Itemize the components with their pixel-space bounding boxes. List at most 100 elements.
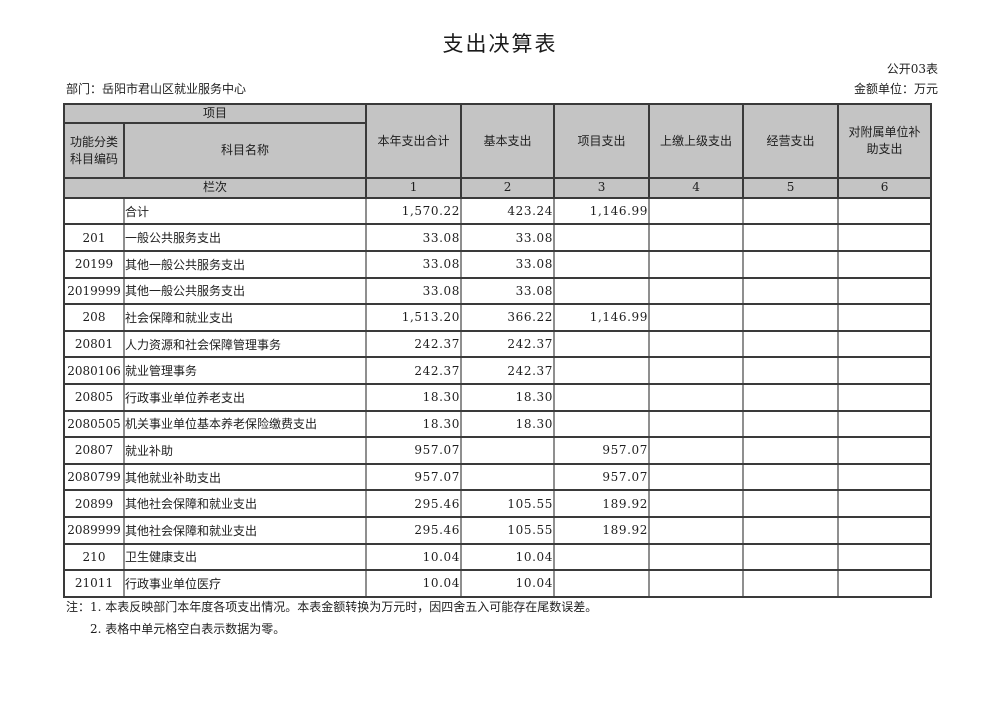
subject-code-cell: 208: [63, 303, 125, 332]
col-number-1: 1: [365, 177, 463, 199]
amount-cell: [553, 223, 651, 252]
project-group-header: 项目: [62, 102, 368, 125]
amount-cell: 18.30: [365, 382, 463, 412]
amount-cell: [742, 356, 840, 385]
amount-cell: 33.08: [365, 223, 463, 252]
table-row: 合计 1,570.22 423.24 1,146.99: [63, 196, 933, 226]
amount-cell: [742, 223, 840, 252]
amount-cell: [837, 382, 933, 412]
amount-cell: [553, 382, 651, 412]
amount-cell: [742, 249, 840, 279]
subject-code-cell: 21011: [63, 569, 125, 598]
subject-code-cell: 201: [63, 223, 125, 252]
col-number-2: 2: [460, 177, 556, 199]
amount-cell: [837, 569, 933, 598]
footnotes: 注：1. 本表反映部门本年度各项支出情况。本表金额转换为万元时，因四舍五入可能存…: [66, 596, 597, 640]
subject-code-cell: [63, 196, 125, 226]
amount-cell: 33.08: [365, 249, 463, 279]
amount-cell: [837, 489, 933, 518]
amount-cell: 957.07: [365, 436, 463, 465]
table-body: 合计 1,570.22 423.24 1,146.99 201 一般公共服务支出 33.08…: [63, 196, 933, 598]
amount-cell: [837, 249, 933, 279]
amount-cell: 957.07: [365, 462, 463, 492]
footnote-2: 2. 表格中单元格空白表示数据为零。: [90, 622, 286, 636]
amount-cell: [837, 436, 933, 465]
amount-cell: [648, 196, 745, 226]
table-row: 210 卫生健康支出 10.04 10.04: [63, 542, 933, 572]
table-code-label: 公开03表: [886, 62, 938, 76]
subject-code-cell: 210: [63, 542, 125, 572]
amount-cell: 105.55: [460, 489, 556, 518]
subject-code-cell: 2080505: [63, 409, 125, 439]
amount-cell: 1,146.99: [553, 303, 651, 332]
amount-cell: [648, 569, 745, 598]
subject-name-cell: 行政事业单位养老支出: [122, 382, 368, 412]
table-row: 2019999 其他一般公共服务支出 33.08 33.08: [63, 276, 933, 306]
amount-cell: [648, 409, 745, 439]
amount-cell: [742, 276, 840, 306]
table-row: 208 社会保障和就业支出 1,513.20 366.22 1,146.99: [63, 303, 933, 332]
expenditure-table: 项目 本年支出合计 基本支出 项目支出 上缴上级支出 经营支出 对附属单位补助支…: [62, 102, 933, 598]
amount-cell: 295.46: [365, 489, 463, 518]
name-column-header: 科目名称: [122, 122, 368, 180]
amount-cell: [553, 409, 651, 439]
amount-cell: 10.04: [365, 569, 463, 598]
subject-code-cell: 20801: [63, 329, 125, 359]
amount-cell: 295.46: [365, 515, 463, 545]
table-row: 2080505 机关事业单位基本养老保险缴费支出 18.30 18.30: [63, 409, 933, 439]
subject-name-cell: 合计: [122, 196, 368, 226]
amount-cell: [648, 303, 745, 332]
subject-name-cell: 就业补助: [122, 436, 368, 465]
amount-cell: [648, 489, 745, 518]
amount-cell: [837, 329, 933, 359]
amount-cell: [742, 515, 840, 545]
amount-cell: 242.37: [365, 329, 463, 359]
amount-cell: [837, 223, 933, 252]
amount-cell: 1,146.99: [553, 196, 651, 226]
subject-code-cell: 20805: [63, 382, 125, 412]
col-number-3: 3: [553, 177, 651, 199]
amount-cell: 18.30: [460, 409, 556, 439]
amount-cell: [648, 329, 745, 359]
col-header-upper: 上缴上级支出: [648, 102, 745, 180]
amount-cell: 10.04: [365, 542, 463, 572]
subject-code-cell: 20199: [63, 249, 125, 279]
amount-cell: [648, 223, 745, 252]
amount-cell: [648, 436, 745, 465]
amount-cell: 366.22: [460, 303, 556, 332]
code-column-header: 功能分类科目编码: [63, 122, 125, 180]
header-row-project: 项目 本年支出合计 基本支出 项目支出 上缴上级支出 经营支出 对附属单位补助支…: [62, 102, 933, 180]
page-title: 支出决算表: [442, 32, 558, 56]
table-row: 20199 其他一般公共服务支出 33.08 33.08: [63, 249, 933, 279]
subject-code-cell: 2080799: [63, 462, 125, 492]
col-header-operating: 经营支出: [742, 102, 840, 180]
meta-line: 部门：岳阳市君山区就业服务中心 金额单位：万元: [66, 80, 938, 97]
col-header-subsidy: 对附属单位补助支出: [837, 102, 933, 180]
table-row: 201 一般公共服务支出 33.08 33.08: [63, 223, 933, 252]
subject-name-cell: 人力资源和社会保障管理事务: [122, 329, 368, 359]
footnote-1: 注：1. 本表反映部门本年度各项支出情况。本表金额转换为万元时，因四舍五入可能存…: [66, 600, 598, 614]
subject-name-cell: 一般公共服务支出: [122, 223, 368, 252]
subject-name-cell: 其他社会保障和就业支出: [122, 489, 368, 518]
col-number-4: 4: [648, 177, 745, 199]
amount-cell: 1,570.22: [365, 196, 463, 226]
amount-cell: 189.92: [553, 515, 651, 545]
amount-cell: [837, 409, 933, 439]
amount-cell: [648, 249, 745, 279]
amount-cell: [742, 329, 840, 359]
amount-cell: [648, 542, 745, 572]
subject-name-cell: 其他社会保障和就业支出: [122, 515, 368, 545]
amount-cell: [742, 436, 840, 465]
amount-cell: 33.08: [460, 223, 556, 252]
amount-cell: 33.08: [460, 276, 556, 306]
amount-cell: [648, 515, 745, 545]
amount-cell: [648, 382, 745, 412]
table-row: 20805 行政事业单位养老支出 18.30 18.30: [63, 382, 933, 412]
amount-cell: [742, 196, 840, 226]
amount-cell: [648, 276, 745, 306]
amount-cell: [553, 356, 651, 385]
table-row: 2080799 其他就业补助支出 957.07 957.07: [63, 462, 933, 492]
amount-cell: 33.08: [365, 276, 463, 306]
amount-cell: 18.30: [365, 409, 463, 439]
